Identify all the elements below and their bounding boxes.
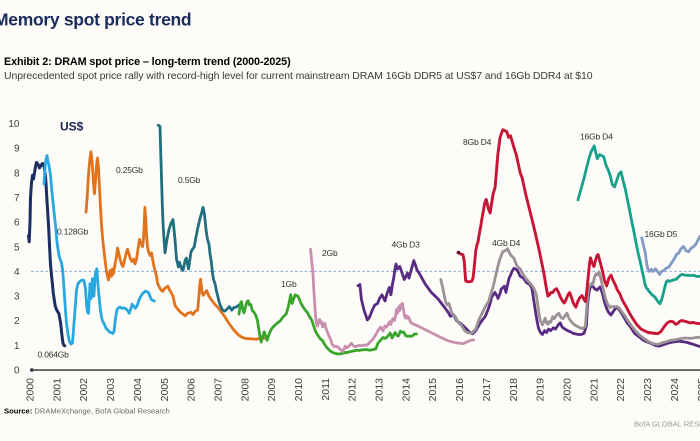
svg-text:0.128Gb: 0.128Gb xyxy=(57,227,89,237)
svg-text:US$: US$ xyxy=(60,120,84,134)
svg-text:0.5Gb: 0.5Gb xyxy=(178,175,201,185)
svg-text:5: 5 xyxy=(14,242,20,253)
svg-text:2: 2 xyxy=(14,316,20,327)
svg-text:8: 8 xyxy=(14,168,20,179)
svg-text:2004: 2004 xyxy=(132,378,144,402)
svg-text:1Gb: 1Gb xyxy=(281,279,297,289)
svg-text:0.064Gb: 0.064Gb xyxy=(38,350,70,360)
svg-text:4Gb D3: 4Gb D3 xyxy=(392,240,421,250)
svg-text:2002: 2002 xyxy=(78,378,90,402)
svg-text:0: 0 xyxy=(14,366,20,377)
svg-text:4Gb D4: 4Gb D4 xyxy=(492,238,521,248)
svg-text:2003: 2003 xyxy=(105,378,117,402)
svg-text:2020: 2020 xyxy=(562,378,574,402)
svg-text:2025: 2025 xyxy=(696,378,700,402)
svg-text:Source: DRAMeXchange, BofA Glo: Source: DRAMeXchange, BofA Global Resear… xyxy=(4,407,170,416)
svg-text:2010: 2010 xyxy=(293,378,305,402)
svg-text:16Gb D5: 16Gb D5 xyxy=(645,229,678,239)
svg-text:2011: 2011 xyxy=(320,378,332,401)
svg-text:BofA GLOBAL RESEARCH: BofA GLOBAL RESEARCH xyxy=(634,420,700,429)
svg-text:4: 4 xyxy=(14,267,20,278)
svg-text:2024: 2024 xyxy=(669,378,681,402)
svg-text:9: 9 xyxy=(14,144,20,155)
svg-text:Exhibit 2: DRAM spot price – l: Exhibit 2: DRAM spot price – long-term t… xyxy=(4,56,291,68)
svg-text:2016: 2016 xyxy=(454,378,466,402)
svg-text:Memory spot price trend: Memory spot price trend xyxy=(0,10,191,30)
svg-text:2012: 2012 xyxy=(347,378,359,402)
svg-text:2008: 2008 xyxy=(239,378,251,402)
svg-text:2Gb: 2Gb xyxy=(322,248,338,258)
svg-text:16Gb D4: 16Gb D4 xyxy=(580,132,613,142)
svg-text:8Gb D4: 8Gb D4 xyxy=(463,137,492,147)
svg-text:Unprecedented spot price rally: Unprecedented spot price rally with reco… xyxy=(4,70,593,82)
svg-text:1: 1 xyxy=(14,341,20,352)
svg-text:2005: 2005 xyxy=(159,378,171,402)
svg-text:2018: 2018 xyxy=(508,378,520,402)
svg-text:6: 6 xyxy=(14,218,20,229)
svg-text:0.25Gb: 0.25Gb xyxy=(116,165,143,175)
svg-text:2007: 2007 xyxy=(213,378,225,402)
svg-text:2022: 2022 xyxy=(615,378,627,402)
svg-text:2001: 2001 xyxy=(51,378,63,402)
svg-text:2009: 2009 xyxy=(266,378,278,402)
svg-text:10: 10 xyxy=(8,119,20,130)
svg-text:7: 7 xyxy=(14,193,20,204)
svg-text:2014: 2014 xyxy=(400,378,412,402)
svg-text:2019: 2019 xyxy=(535,378,547,402)
svg-text:2006: 2006 xyxy=(186,378,198,402)
svg-text:2023: 2023 xyxy=(642,378,654,402)
svg-text:3: 3 xyxy=(14,292,20,303)
svg-text:2021: 2021 xyxy=(588,378,600,402)
svg-text:2000: 2000 xyxy=(25,378,37,402)
svg-text:2013: 2013 xyxy=(374,378,386,402)
svg-text:2015: 2015 xyxy=(427,378,439,402)
svg-text:2017: 2017 xyxy=(481,378,493,402)
